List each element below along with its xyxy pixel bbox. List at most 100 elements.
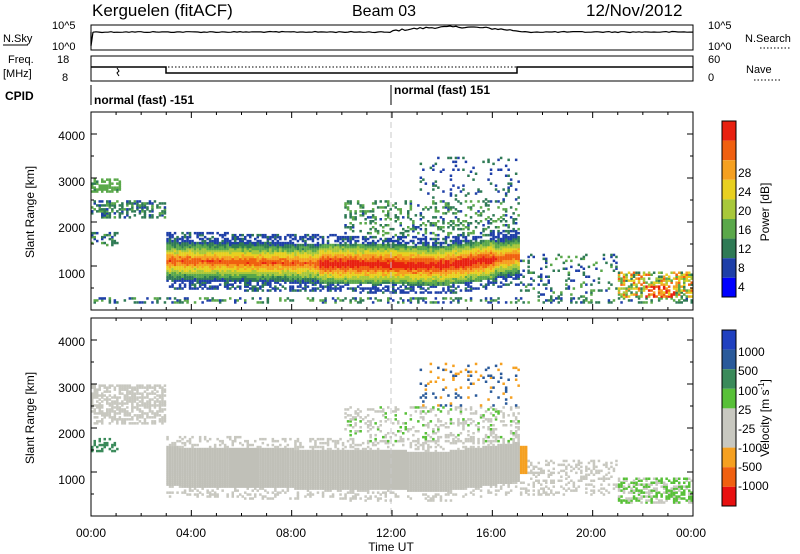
power-cell <box>339 235 342 239</box>
power-cell <box>113 216 117 219</box>
power-cell <box>494 261 498 265</box>
power-cell <box>178 275 182 278</box>
power-cell <box>412 281 415 284</box>
power-cell <box>387 275 390 278</box>
power-cell <box>361 271 365 274</box>
power-cell <box>489 182 493 185</box>
velocity-cell <box>106 441 109 445</box>
power-cell <box>580 301 583 304</box>
power-cell <box>206 297 209 300</box>
power-cell <box>477 253 480 257</box>
power-cell <box>565 259 568 263</box>
power-cell <box>236 263 239 267</box>
power-cell <box>494 200 498 203</box>
power-cell <box>442 271 445 274</box>
power-cell <box>329 257 332 261</box>
power-cell <box>356 243 360 247</box>
power-cell <box>116 178 119 181</box>
power-cell <box>271 277 275 280</box>
power-cell <box>635 273 638 276</box>
power-cell <box>402 239 405 243</box>
velocity-cell <box>93 390 96 393</box>
power-cell <box>492 281 495 284</box>
power-cell <box>507 251 510 255</box>
power-cell <box>186 249 189 253</box>
power-cell <box>374 273 377 276</box>
power-cell <box>296 277 300 280</box>
power-cell <box>316 251 320 255</box>
power-cell <box>264 265 267 269</box>
power-cell <box>256 243 259 247</box>
power-cell <box>251 273 254 276</box>
power-cell <box>206 279 209 282</box>
power-cell <box>289 279 292 282</box>
power-cell <box>499 249 503 253</box>
power-cell <box>409 301 413 304</box>
power-cell <box>351 289 355 292</box>
power-cell <box>376 229 380 233</box>
power-cell <box>198 261 202 265</box>
power-cell <box>442 241 445 245</box>
power-cell <box>414 281 418 284</box>
power-cell <box>211 251 214 255</box>
power-cell <box>379 257 382 261</box>
power-cell <box>326 285 330 288</box>
power-cell <box>213 255 217 259</box>
power-cell <box>442 255 445 259</box>
power-cell <box>146 206 149 209</box>
power-cell <box>504 263 508 267</box>
power-cell <box>414 273 418 276</box>
power-cell <box>464 251 468 255</box>
power-cell <box>512 229 515 233</box>
power-cell <box>412 247 415 251</box>
power-cell <box>489 275 493 278</box>
power-colorbar-frame <box>721 120 737 298</box>
power-cell <box>349 275 352 278</box>
power-cell <box>246 263 249 267</box>
power-cell <box>497 273 500 276</box>
power-cell <box>527 261 530 265</box>
power-cell <box>484 202 488 205</box>
power-cell <box>284 247 287 251</box>
power-cell <box>387 214 390 217</box>
power-cell <box>146 297 149 300</box>
power-cell <box>512 253 515 257</box>
power-cell <box>469 243 473 247</box>
power-cell <box>236 273 239 276</box>
power-cell <box>640 275 643 278</box>
power-cell <box>492 251 495 255</box>
power-cell <box>580 283 583 286</box>
power-cell <box>404 259 407 263</box>
power-cell <box>231 237 234 241</box>
power-cell <box>344 277 347 280</box>
power-cell <box>246 273 249 276</box>
power-cbar-tick-4: 4 <box>738 280 745 294</box>
power-cell <box>108 237 112 241</box>
power-cell <box>376 239 380 243</box>
power-cell <box>387 287 390 290</box>
power-cell <box>311 287 315 290</box>
power-cell <box>321 285 325 288</box>
power-cell <box>404 267 407 270</box>
power-cell <box>462 263 465 267</box>
power-cell <box>344 281 347 284</box>
power-cell <box>211 271 214 274</box>
power-cell <box>392 287 395 290</box>
power-cell <box>484 227 488 231</box>
power-cell <box>289 251 292 255</box>
power-cell <box>449 261 453 265</box>
power-cell <box>279 269 282 272</box>
power-cell <box>216 287 219 290</box>
power-cell <box>422 269 425 272</box>
power-cell <box>369 273 372 276</box>
power-cell <box>191 277 194 280</box>
power-cell <box>141 210 144 213</box>
power-cell <box>138 200 142 203</box>
power-cell <box>376 231 380 235</box>
power-cell <box>494 188 498 191</box>
power-cell <box>382 291 385 294</box>
power-cell <box>249 245 252 249</box>
power-cell <box>356 255 360 259</box>
power-cell <box>234 275 237 278</box>
power-cell <box>213 237 217 241</box>
